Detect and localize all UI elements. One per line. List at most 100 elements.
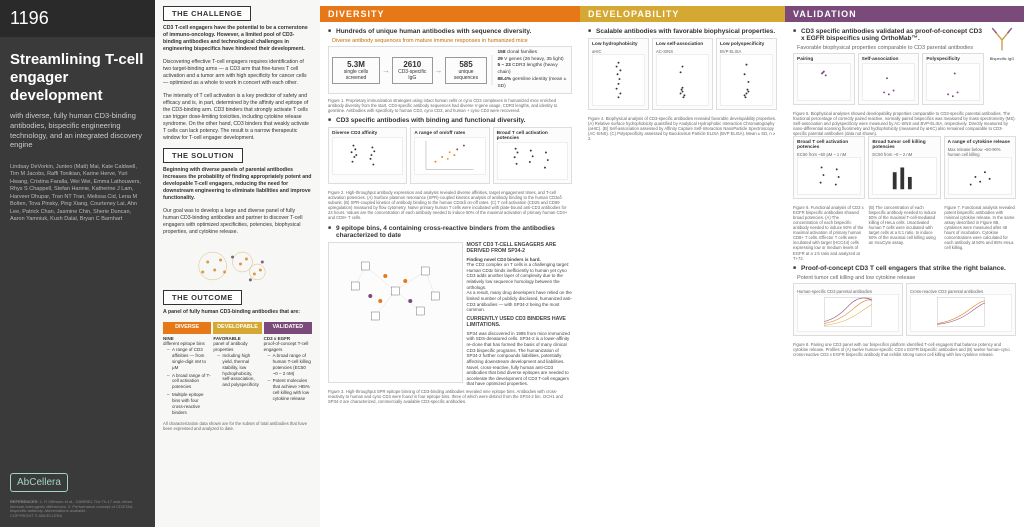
funnel-box-0: 5.3Msingle cells screened <box>332 57 380 84</box>
val-h1: CD3 specific antibodies validated as pro… <box>793 28 1016 42</box>
challenge-p3: The intensity of T cell activation is a … <box>163 93 312 142</box>
div-h2: CD3 specific antibodies with binding and… <box>328 117 572 124</box>
div-row2: Diverse CD3 affinity A range of on/off r… <box>328 127 572 188</box>
div-h3: 9 epitope bins, 4 containing cross-react… <box>328 225 572 239</box>
fig3-caption: Figure 3. High-throughput SPR epitope bi… <box>328 389 572 404</box>
side-head2: Currently used CD3 binders have limitati… <box>467 316 572 329</box>
val-h2: Proof-of-concept CD3 T cell engagers tha… <box>793 265 1016 272</box>
potent-human-chart <box>797 294 899 332</box>
hydro-title: Low hydrophobicity <box>592 42 645 47</box>
validation-column: VALIDATION Bispecific IgG CD3 specific a… <box>785 0 1024 527</box>
outcome-list-val: A broad range of human T-cell killing po… <box>264 353 312 402</box>
diversity-column: DIVERSITY Hundreds of unique human antib… <box>320 0 580 527</box>
outcome-col-developable: DEVELOPABLE FAVORABLE panel of antibody … <box>213 322 261 417</box>
cytokine-chart <box>948 157 1012 195</box>
funnel-box-2: 585unique sequences <box>445 57 488 84</box>
selfassoc2-panel: Self-association <box>858 53 920 105</box>
dev-row: Low hydrophobicity aHIC Low self-associa… <box>588 38 777 114</box>
val-row3: Human-specific CD3 parental antibodies C… <box>793 283 1016 340</box>
abcellera-logo: AbCellera <box>10 473 68 492</box>
affinity-title: Diverse CD3 affinity <box>332 131 403 136</box>
outcome-head-diverse: DIVERSE <box>163 322 211 333</box>
polyspec-panel: Low polyspecificity BVP ELISA <box>716 38 777 110</box>
dev-h1: Scalable antibodies with favorable bioph… <box>588 28 777 35</box>
poster-title: Streamlining T-cell engager development <box>10 51 145 105</box>
solution-p1: Beginning with diverse panels of parenta… <box>163 167 312 202</box>
outcome-col-validated: VALIDATED CD3 x EGFR proof-of-concept T-… <box>264 322 312 417</box>
activation-title: Broad T cell activation potencies <box>497 131 568 141</box>
solution-label: THE SOLUTION <box>163 148 243 163</box>
vgene-hist-chart <box>491 55 493 85</box>
outcome-col-diverse: DIVERSE NINE different epitope bins A ra… <box>163 322 211 417</box>
poster-subtitle: with diverse, fully human CD3-binding an… <box>10 111 145 150</box>
epitope-network-panel <box>328 242 463 384</box>
affinity-panel: Diverse CD3 affinity <box>328 127 407 184</box>
fig7-caption: Figure 7. Functional analysis revealed p… <box>944 205 1016 260</box>
logo-wrap: AbCellera <box>10 472 145 492</box>
challenge-p2: Discovering effective T-cell engagers re… <box>163 59 312 87</box>
outcome-list-diverse: A range of CD3 affinities — from single-… <box>163 347 211 415</box>
activation-panel: Broad T cell activation potencies <box>493 127 572 184</box>
outcome-statsub-dev: panel of antibody properties <box>213 341 247 352</box>
fig5-caption: Figure 5. Biophysical analyses showed de… <box>793 111 1016 136</box>
outcome-footnote: All characterization data shown are for … <box>163 421 312 431</box>
side-head1: MOST CD3 T-CELL ENGAGERS ARE DERIVED FRO… <box>467 242 572 255</box>
fig1-caption: Figure 1. Proprietary immunization strat… <box>328 98 572 113</box>
div-sub1: Diverse antibody sequences from mature i… <box>332 38 572 44</box>
outcome-grid: DIVERSE NINE different epitope bins A ra… <box>163 322 312 417</box>
sidebar: 1196 Streamlining T-cell engager develop… <box>0 0 155 527</box>
outcome-stat-dev: FAVORABLE <box>213 336 240 341</box>
val-row1: Pairing Self-association Polyspecificity <box>793 53 984 109</box>
challenge-p1: CD3 T-cell engagers have the potential t… <box>163 25 312 53</box>
funnel-panel: 5.3Msingle cells screened → 2610CD3-spec… <box>328 46 572 94</box>
val-sub1: Favorable biophysical properties compara… <box>797 45 1016 51</box>
polyspec-strip-chart <box>720 54 773 106</box>
outcome-statsub-val: proof-of-concept T-cell engagers <box>264 341 309 352</box>
potent-cross-panel: Cross-reactive CD3 parental antibodies <box>906 283 1016 336</box>
arrow-icon: → <box>382 66 390 75</box>
solution-p2: Our goal was to develop a large and dive… <box>163 208 312 236</box>
val-sub3a: Potent tumor cell killing and low cytoki… <box>797 275 1016 281</box>
outcome-stat-val: CD3 x EGFR <box>264 336 291 341</box>
fig8-caption: Figure 8. Pairing one CD3 panel with our… <box>793 342 1016 357</box>
pairing-panel: Pairing <box>793 53 855 105</box>
developability-column: DEVELOPABILITY Scalable antibodies with … <box>580 0 785 527</box>
val-banner: VALIDATION <box>785 6 1024 22</box>
selfassoc2-chart <box>862 63 916 101</box>
potent-human-panel: Human-specific CD3 parental antibodies <box>793 283 903 336</box>
activation-strip-chart <box>497 142 568 180</box>
fig7b-caption: (B) The concentration of each bispecific… <box>869 205 941 260</box>
intro-column: THE CHALLENGE CD3 T-cell engagers have t… <box>155 0 320 527</box>
sp34-side-text: MOST CD3 T-CELL ENGAGERS ARE DERIVED FRO… <box>467 242 572 388</box>
potent-cross-chart <box>910 294 1012 332</box>
dev-banner: DEVELOPABILITY <box>580 6 785 22</box>
funnel-box-1: 2610CD3-specific IgG <box>392 57 433 84</box>
hydro-strip-chart <box>592 54 645 106</box>
tumor-kill-panel: Broad tumor cell killing potencies EC50 … <box>868 136 940 199</box>
div-h1: Hundreds of unique human antibodies with… <box>328 28 572 35</box>
outcome-list-dev: Including high yield, thermal stability,… <box>213 353 261 388</box>
poster-root: 1196 Streamlining T-cell engager develop… <box>0 0 1024 527</box>
cytokine-panel: A range of cytokine release Max release … <box>944 136 1016 199</box>
selfassoc-strip-chart <box>656 54 709 106</box>
copyright: COPYRIGHT © ABCELLERA <box>10 513 62 518</box>
selfassoc-panel: Low self-association AC-SINS <box>652 38 713 110</box>
hydro-panel: Low hydrophobicity aHIC <box>588 38 649 110</box>
fig6-caption: Figure 6. Functional analysis of CD3 x E… <box>793 205 865 260</box>
tcell-act-panel: Broad T cell activation potencies EC50 f… <box>793 136 865 199</box>
polyspec-title: Low polyspecificity <box>720 42 773 47</box>
author-list: Lindsay DeVorkin, Junteo (Matt) Mai, Kat… <box>10 164 145 223</box>
outcome-stat-diverse: NINE <box>163 336 174 341</box>
outcome-lead: A panel of fully human CD3-binding antib… <box>163 309 312 316</box>
affinity-strip-chart <box>332 137 403 175</box>
val-row2: Broad T cell activation potencies EC50 f… <box>793 136 1016 203</box>
outcome-head-val: VALIDATED <box>264 322 312 333</box>
onoff-scatter-chart <box>414 137 485 175</box>
arrow-icon: → <box>435 66 443 75</box>
fig4-caption: Figure 4. Biophysical analysis of CD3-sp… <box>588 116 777 141</box>
pairing-chart <box>797 63 851 101</box>
outcome-head-dev: DEVELOPABLE <box>213 322 261 333</box>
outcome-label: THE OUTCOME <box>163 290 242 305</box>
tcell-act-chart <box>797 157 861 195</box>
epitope-network-chart <box>332 246 459 336</box>
